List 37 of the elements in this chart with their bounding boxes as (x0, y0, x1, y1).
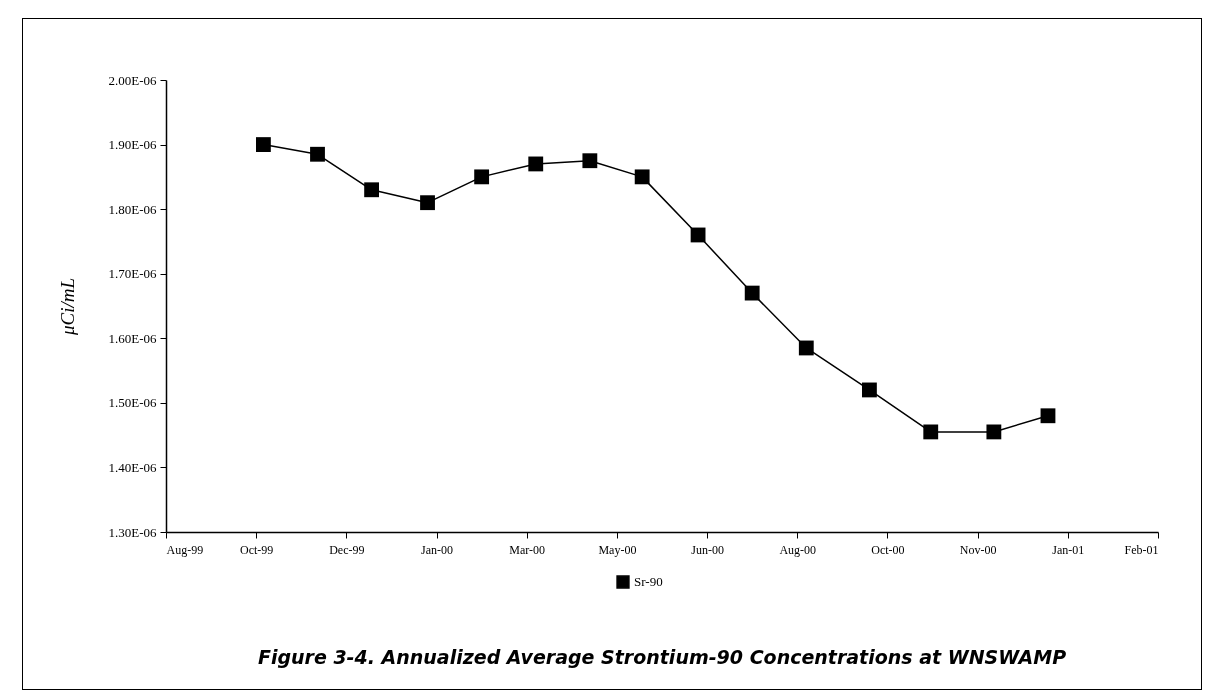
x-tick-label: Jan-00 (421, 542, 454, 557)
point (634, 169, 650, 185)
point (310, 146, 325, 162)
point (582, 153, 598, 169)
x-tick-label: Nov-00 (959, 542, 997, 557)
point (528, 156, 544, 172)
y-tick-label: 1.30E-06 (108, 524, 157, 540)
x-tick-label: Oct-00 (871, 542, 905, 557)
y-tick-label: 1.70E-06 (108, 266, 157, 282)
text: Figure 3-4. Annualized Average Strontium-90 Concentrations at WNSWAMP (257, 646, 1067, 668)
x-tick-label: Mar-00 (509, 542, 546, 557)
x-tick-label: May-00 (598, 542, 637, 557)
y-axis-title: μCi/mL (57, 277, 79, 337)
x-tick-label: Jan-01 (1052, 542, 1085, 557)
y-tick-label: 1.80E-06 (108, 201, 157, 217)
point (420, 195, 435, 211)
y-tick-label: 1.50E-06 (108, 395, 157, 411)
x-tick-label: Oct-99 (240, 542, 274, 557)
point (986, 424, 1002, 440)
y-tick-label: 1.60E-06 (108, 330, 157, 346)
x-tick-label: Aug-99 (166, 542, 204, 557)
point (1040, 408, 1056, 424)
legend-label: Sr-90 (634, 574, 663, 589)
y-tick-label: 1.90E-06 (108, 137, 157, 153)
y-tick-label: 1.40E-06 (108, 459, 157, 475)
x-tick-label: Jun-00 (691, 542, 724, 557)
point (923, 424, 939, 440)
point (862, 382, 877, 398)
point (744, 285, 760, 301)
point (474, 169, 490, 185)
y-tick-label: 2.00E-06 (108, 72, 157, 88)
x-tick-label: Aug-00 (779, 542, 817, 557)
point (364, 182, 380, 198)
point (255, 137, 271, 152)
x-tick-label: Dec-99 (329, 542, 365, 557)
x-tick-label: Feb-01 (1124, 542, 1159, 557)
point (798, 340, 814, 356)
